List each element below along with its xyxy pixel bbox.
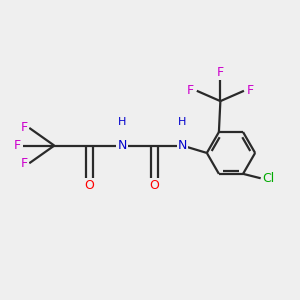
Text: N: N [178, 139, 187, 152]
Text: F: F [247, 84, 254, 97]
Text: F: F [13, 139, 20, 152]
Text: H: H [118, 117, 126, 127]
Text: N: N [117, 139, 127, 152]
Text: O: O [85, 179, 94, 192]
Text: F: F [217, 66, 224, 79]
Text: F: F [20, 122, 28, 134]
Text: Cl: Cl [262, 172, 274, 185]
Text: F: F [20, 157, 28, 170]
Text: H: H [178, 117, 187, 127]
Text: O: O [149, 179, 159, 192]
Text: F: F [187, 84, 194, 97]
